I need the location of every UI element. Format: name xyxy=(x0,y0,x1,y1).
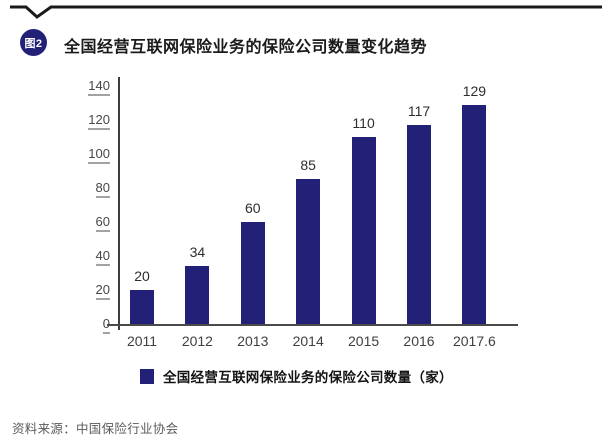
x-tick-label: 2011 xyxy=(126,333,158,349)
top-border-notch-decoration xyxy=(10,5,602,19)
bar-value-label: 60 xyxy=(245,200,261,216)
y-tick-label: 120 xyxy=(88,111,110,130)
bar-2014 xyxy=(296,179,321,324)
bar-2012 xyxy=(185,266,210,324)
x-tick-label: 2015 xyxy=(348,333,380,349)
y-tick-label: 140 xyxy=(88,77,110,96)
y-tick-label: 60 xyxy=(95,213,110,232)
legend-series-label: 全国经营互联网保险业务的保险公司数量（家） xyxy=(163,370,453,385)
y-tick-label: 80 xyxy=(95,179,110,198)
bar-2013 xyxy=(240,222,265,324)
y-tick-label: 40 xyxy=(95,247,110,266)
y-tick-label: 20 xyxy=(95,281,110,300)
bar-2016 xyxy=(407,125,431,324)
bar-value-label: 117 xyxy=(407,103,431,119)
bar-2011 xyxy=(130,290,154,324)
bar-value-label: 34 xyxy=(189,244,206,260)
x-axis-line xyxy=(107,324,518,326)
chart-legend: 全国经营互联网保险业务的保险公司数量（家） xyxy=(140,366,453,386)
x-tick-label: 2012 xyxy=(181,333,213,349)
bar-value-label: 20 xyxy=(134,268,150,284)
y-axis-line xyxy=(118,77,120,330)
legend-color-swatch xyxy=(140,368,154,384)
bar-value-label: 85 xyxy=(300,157,316,173)
bar-2017.6 xyxy=(462,105,487,324)
x-tick-label: 2014 xyxy=(292,333,324,349)
x-tick-label: 2017.6 xyxy=(452,333,496,349)
figure-number-badge: 图2 xyxy=(20,29,47,56)
chart-title: 全国经营互联网保险业务的保险公司数量变化趋势 xyxy=(64,39,428,56)
bar-2015 xyxy=(351,137,376,324)
y-tick-label: 100 xyxy=(88,145,110,164)
bar-value-label: 110 xyxy=(352,115,375,131)
bar-value-label: 129 xyxy=(462,83,487,99)
x-tick-label: 2013 xyxy=(237,333,269,349)
y-tick-label: 0 xyxy=(102,315,110,334)
data-source-note: 资料来源：中国保险行业协会 xyxy=(12,422,179,436)
x-tick-label: 2016 xyxy=(403,333,435,349)
